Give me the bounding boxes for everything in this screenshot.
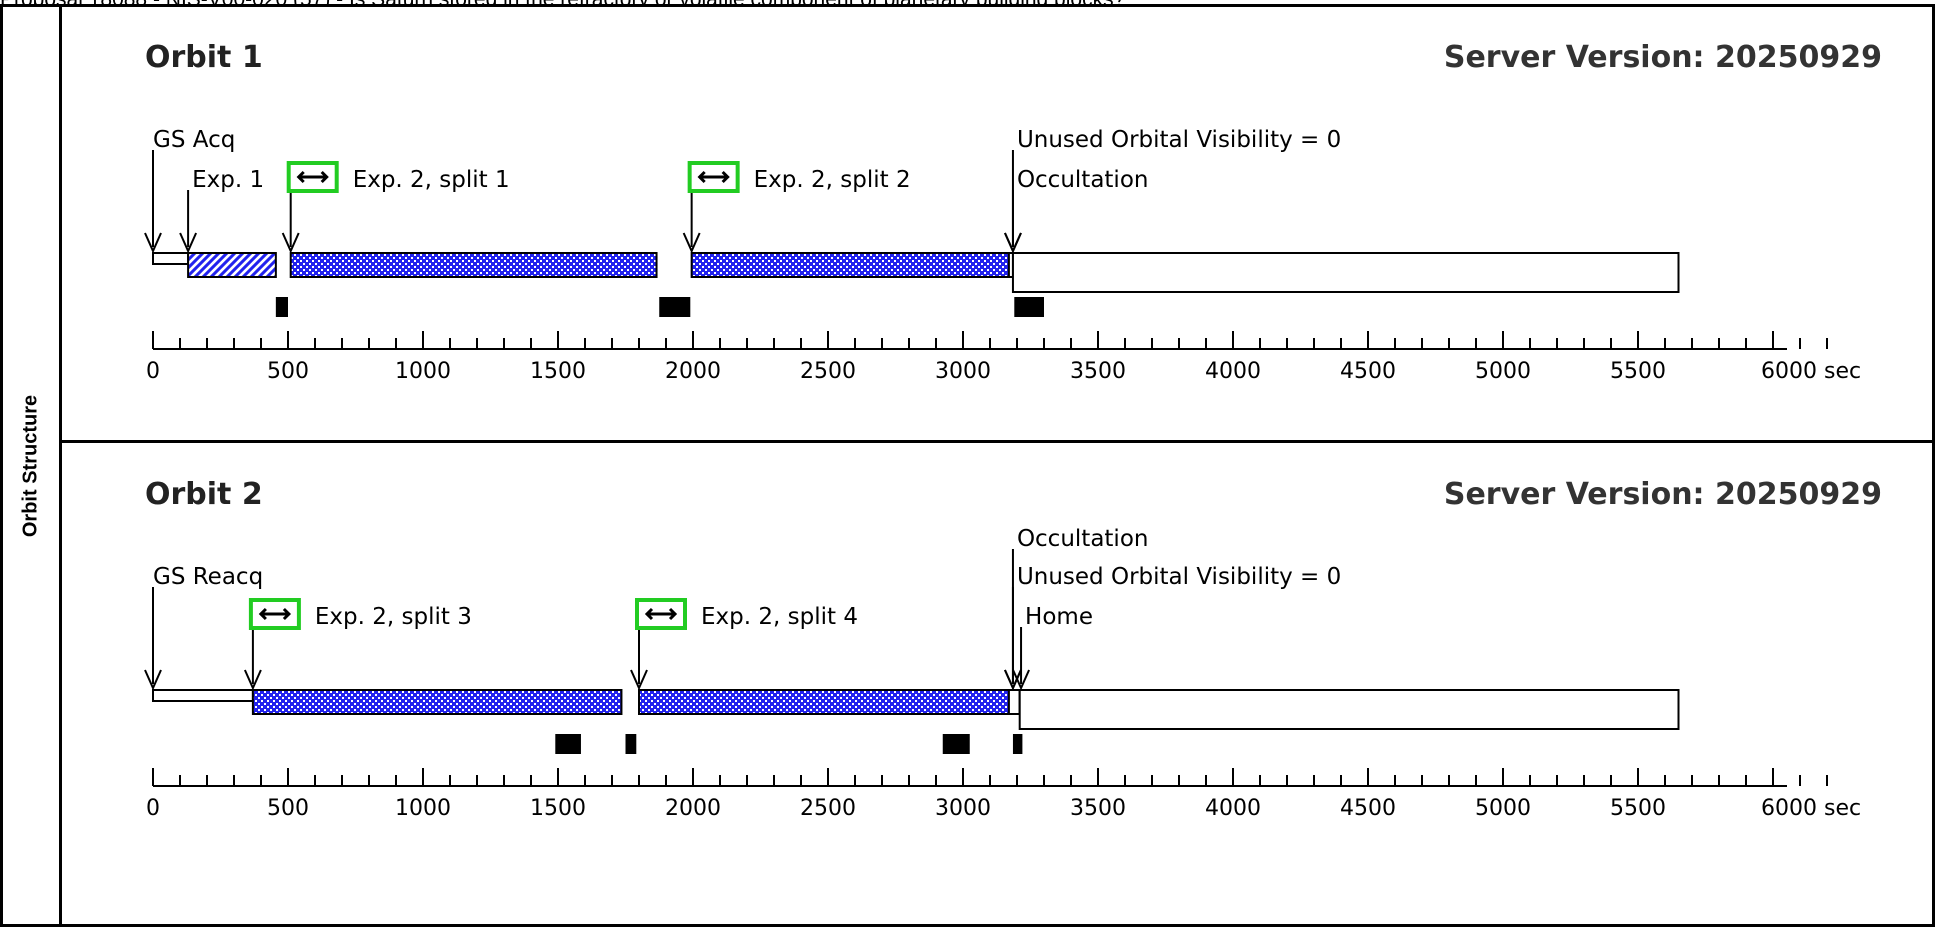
orbit-2-axis-tick-label: 4500	[1340, 796, 1396, 821]
orbit-2-marker-label: Unused Orbital Visibility = 0	[1017, 564, 1341, 590]
orbit-2-marker-arrow-icon	[1012, 669, 1030, 691]
orbit-2-axis-tick-label: 2500	[800, 796, 856, 821]
orbit-2-marker-label: Exp. 2, split 3	[315, 604, 472, 630]
orbit-divider	[62, 440, 1932, 443]
orbit-1-server-version: Server Version: 20250929	[1443, 40, 1882, 75]
orbit-1-axis-tick-label: 5500	[1610, 359, 1666, 384]
orbit-2-marker-arrow-icon	[630, 669, 648, 691]
orbit-1-segment-plain	[1011, 252, 1680, 293]
split-badge-icon	[286, 161, 339, 193]
orbit-2-axis-tick-label: 6000 sec	[1761, 796, 1861, 821]
orbit-2-event-block	[555, 734, 581, 754]
orbit-1-axis-tick-label: 4000	[1205, 359, 1261, 384]
orbit-2-event-block	[942, 734, 970, 754]
side-label-column: Orbit Structure	[3, 7, 62, 924]
orbit-1-axis-tick-label: 6000 sec	[1761, 359, 1861, 384]
orbit-structure-label: Orbit Structure	[19, 394, 42, 537]
orbit-1-marker-label: GS Acq	[153, 127, 235, 153]
orbit-2-marker-label: GS Reacq	[153, 564, 263, 590]
orbit-1-marker-label: Unused Orbital Visibility = 0	[1017, 127, 1341, 153]
orbit-2-axis-tick-label: 3000	[935, 796, 991, 821]
orbit-2-axis-tick-label: 0	[146, 796, 160, 821]
orbit-2-segment-dots	[638, 689, 1010, 715]
orbit-1-axis-tick-label: 500	[267, 359, 309, 384]
orbit-1-axis-tick-label: 2000	[665, 359, 721, 384]
orbit-panel-2: Orbit 2 Server Version: 20250929 Occulta…	[65, 444, 1932, 874]
orbit-1-marker-arrow-icon	[1004, 232, 1022, 254]
split-badge-icon	[635, 598, 687, 630]
orbit-1-event-block	[1014, 297, 1044, 317]
orbit-2-marker-arrow-icon	[1004, 669, 1022, 691]
orbit-2-segment-dots	[251, 689, 623, 715]
orbit-1-marker-label: Exp. 1	[192, 167, 264, 193]
orbit-structure-frame: Orbit Structure Orbit 1 Server Version: …	[0, 4, 1935, 927]
orbit-2-segment-plain	[1007, 689, 1021, 715]
orbit-1-marker-label: Exp. 2, split 1	[353, 167, 510, 193]
orbit-2-marker-arrow-icon	[144, 669, 162, 691]
orbit-1-axis-tick-label: 2500	[800, 359, 856, 384]
orbit-1-axis-tick-label: 4500	[1340, 359, 1396, 384]
orbit-2-axis-tick-label: 4000	[1205, 796, 1261, 821]
orbit-1-axis-tick-label: 3000	[935, 359, 991, 384]
orbit-1-segment-dots	[289, 252, 658, 278]
orbit-1-segment-plain	[152, 252, 190, 265]
orbit-2-server-version: Server Version: 20250929	[1443, 477, 1882, 512]
orbit-2-title: Orbit 2	[145, 477, 263, 512]
orbit-2-axis-tick-label: 1500	[530, 796, 586, 821]
orbit-1-axis-tick-label: 1000	[395, 359, 451, 384]
orbit-2-event-block	[1012, 734, 1023, 754]
orbit-2-axis-tick-label: 3500	[1070, 796, 1126, 821]
orbit-2-segment-plain	[1018, 689, 1680, 730]
orbit-2-marker-label: Exp. 2, split 4	[701, 604, 858, 630]
orbit-1-axis-tick-label: 1500	[530, 359, 586, 384]
split-badge-icon	[248, 598, 301, 630]
orbit-2-marker-arrow-icon	[243, 669, 262, 691]
orbit-2-marker-label: Occultation	[1017, 526, 1149, 552]
orbit-2-axis-tick-label: 2000	[665, 796, 721, 821]
orbit-1-marker-arrow-icon	[682, 232, 701, 254]
orbit-1-marker-label: Exp. 2, split 2	[754, 167, 911, 193]
orbit-1-axis-tick-label: 0	[146, 359, 160, 384]
orbit-1-event-block	[659, 297, 691, 317]
orbit-2-axis-tick-label: 5500	[1610, 796, 1666, 821]
orbit-1-marker-arrow-icon	[144, 232, 162, 254]
orbit-2-marker-label: Home	[1025, 604, 1093, 630]
orbit-2-axis-tick-label: 500	[267, 796, 309, 821]
orbit-2-axis-tick-label: 5000	[1475, 796, 1531, 821]
orbit-2-timeline: Occultation GS Reacq Unused Orbital Visibi…	[144, 526, 1861, 821]
orbit-1-segment-hatch	[187, 252, 277, 278]
orbit-2-event-block	[625, 734, 637, 754]
orbit-2-segment-plain	[152, 689, 254, 702]
orbit-2-axis-tick-label: 1000	[395, 796, 451, 821]
orbit-1-marker-label: Occultation	[1017, 167, 1149, 193]
orbit-1-segment-dots	[690, 252, 1010, 278]
orbit-1-marker-arrow-icon	[281, 232, 300, 254]
orbit-1-axis-tick-label: 3500	[1070, 359, 1126, 384]
orbit-1-title: Orbit 1	[145, 40, 263, 75]
orbit-1-event-block	[275, 297, 288, 317]
orbit-panel-1: Orbit 1 Server Version: 20250929 GS Acq E…	[65, 7, 1932, 437]
orbit-1-marker-arrow-icon	[179, 232, 198, 254]
orbit-1-axis-tick-label: 5000	[1475, 359, 1531, 384]
orbit-1-timeline: GS Acq Exp. 1 Exp. 2, split 1 Exp. 2, split…	[144, 127, 1861, 384]
split-badge-icon	[687, 161, 740, 193]
